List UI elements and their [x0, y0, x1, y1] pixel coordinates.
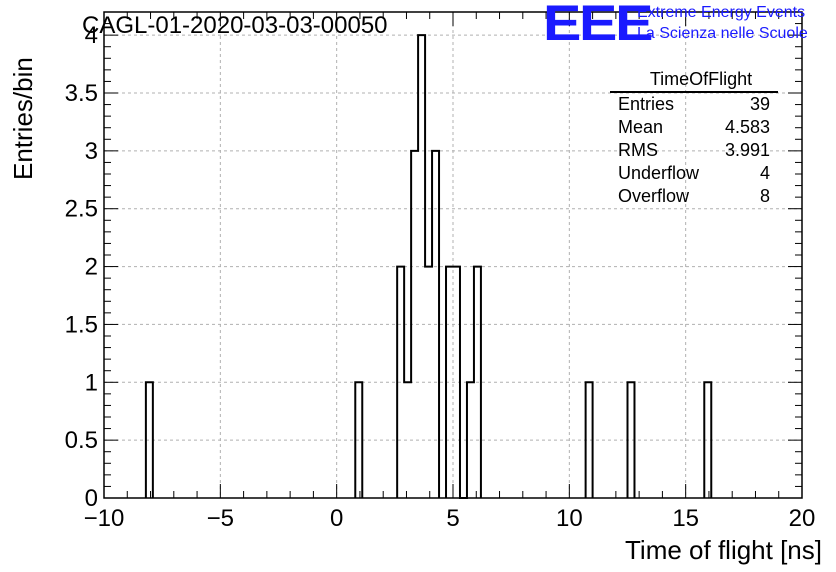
stats-label: Entries — [618, 93, 674, 116]
stats-label: Overflow — [618, 185, 689, 208]
eee-logo: EEE — [543, 0, 651, 46]
stats-row-mean: Mean 4.583 — [610, 116, 778, 139]
stats-label: RMS — [618, 139, 658, 162]
histogram-bin — [586, 382, 593, 498]
stats-value: 4 — [760, 162, 770, 185]
y-tick-label: 0 — [85, 485, 98, 512]
histogram-bin — [446, 267, 453, 498]
y-tick-label: 2 — [85, 254, 98, 281]
logo-caption: Extreme Energy Events La Scienza nelle S… — [637, 2, 808, 44]
y-tick-label: 3 — [85, 138, 98, 165]
histogram-bin — [411, 151, 418, 498]
stats-label: Mean — [618, 116, 663, 139]
histogram-bin — [467, 382, 474, 498]
stats-label: Underflow — [618, 162, 699, 185]
x-tick-label: 10 — [556, 505, 583, 532]
y-tick-label: 2.5 — [65, 196, 98, 223]
stats-row-underflow: Underflow 4 — [610, 162, 778, 185]
x-tick-label: −5 — [207, 505, 234, 532]
histogram-bin — [146, 382, 153, 498]
y-axis-label: Entries/bin — [8, 57, 39, 180]
histogram-bin — [474, 267, 481, 498]
stats-row-rms: RMS 3.991 — [610, 139, 778, 162]
x-tick-label: 5 — [446, 505, 459, 532]
stats-value: 39 — [750, 93, 770, 116]
stats-row-entries: Entries 39 — [610, 93, 778, 116]
x-tick-label: 15 — [672, 505, 699, 532]
y-tick-label: 3.5 — [65, 80, 98, 107]
logo-line-1: Extreme Energy Events — [637, 2, 808, 23]
histogram-bin — [704, 382, 711, 498]
histogram-bin — [628, 382, 635, 498]
histogram-bin — [453, 267, 460, 498]
histogram-bin — [397, 267, 404, 498]
y-tick-label: 0.5 — [65, 427, 98, 454]
histogram-bin — [404, 382, 411, 498]
x-axis-label: Time of flight [ns] — [625, 535, 822, 566]
stats-value: 3.991 — [725, 139, 770, 162]
histogram-bin — [418, 35, 425, 498]
stats-value: 4.583 — [725, 116, 770, 139]
x-tick-label: 20 — [789, 505, 816, 532]
logo-line-2: La Scienza nelle Scuole — [637, 23, 808, 44]
histogram-bin — [355, 382, 362, 498]
stats-value: 8 — [760, 185, 770, 208]
histogram-bin — [432, 151, 439, 498]
chart-title: CAGL-01-2020-03-03-00050 — [82, 12, 388, 40]
stats-box: TimeOfFlight Entries 39 Mean 4.583 RMS 3… — [610, 68, 778, 208]
y-tick-label: 1 — [85, 369, 98, 396]
stats-title: TimeOfFlight — [610, 68, 778, 93]
stats-row-overflow: Overflow 8 — [610, 185, 778, 208]
x-tick-label: 0 — [330, 505, 343, 532]
y-tick-label: 1.5 — [65, 311, 98, 338]
histogram-bin — [425, 267, 432, 498]
